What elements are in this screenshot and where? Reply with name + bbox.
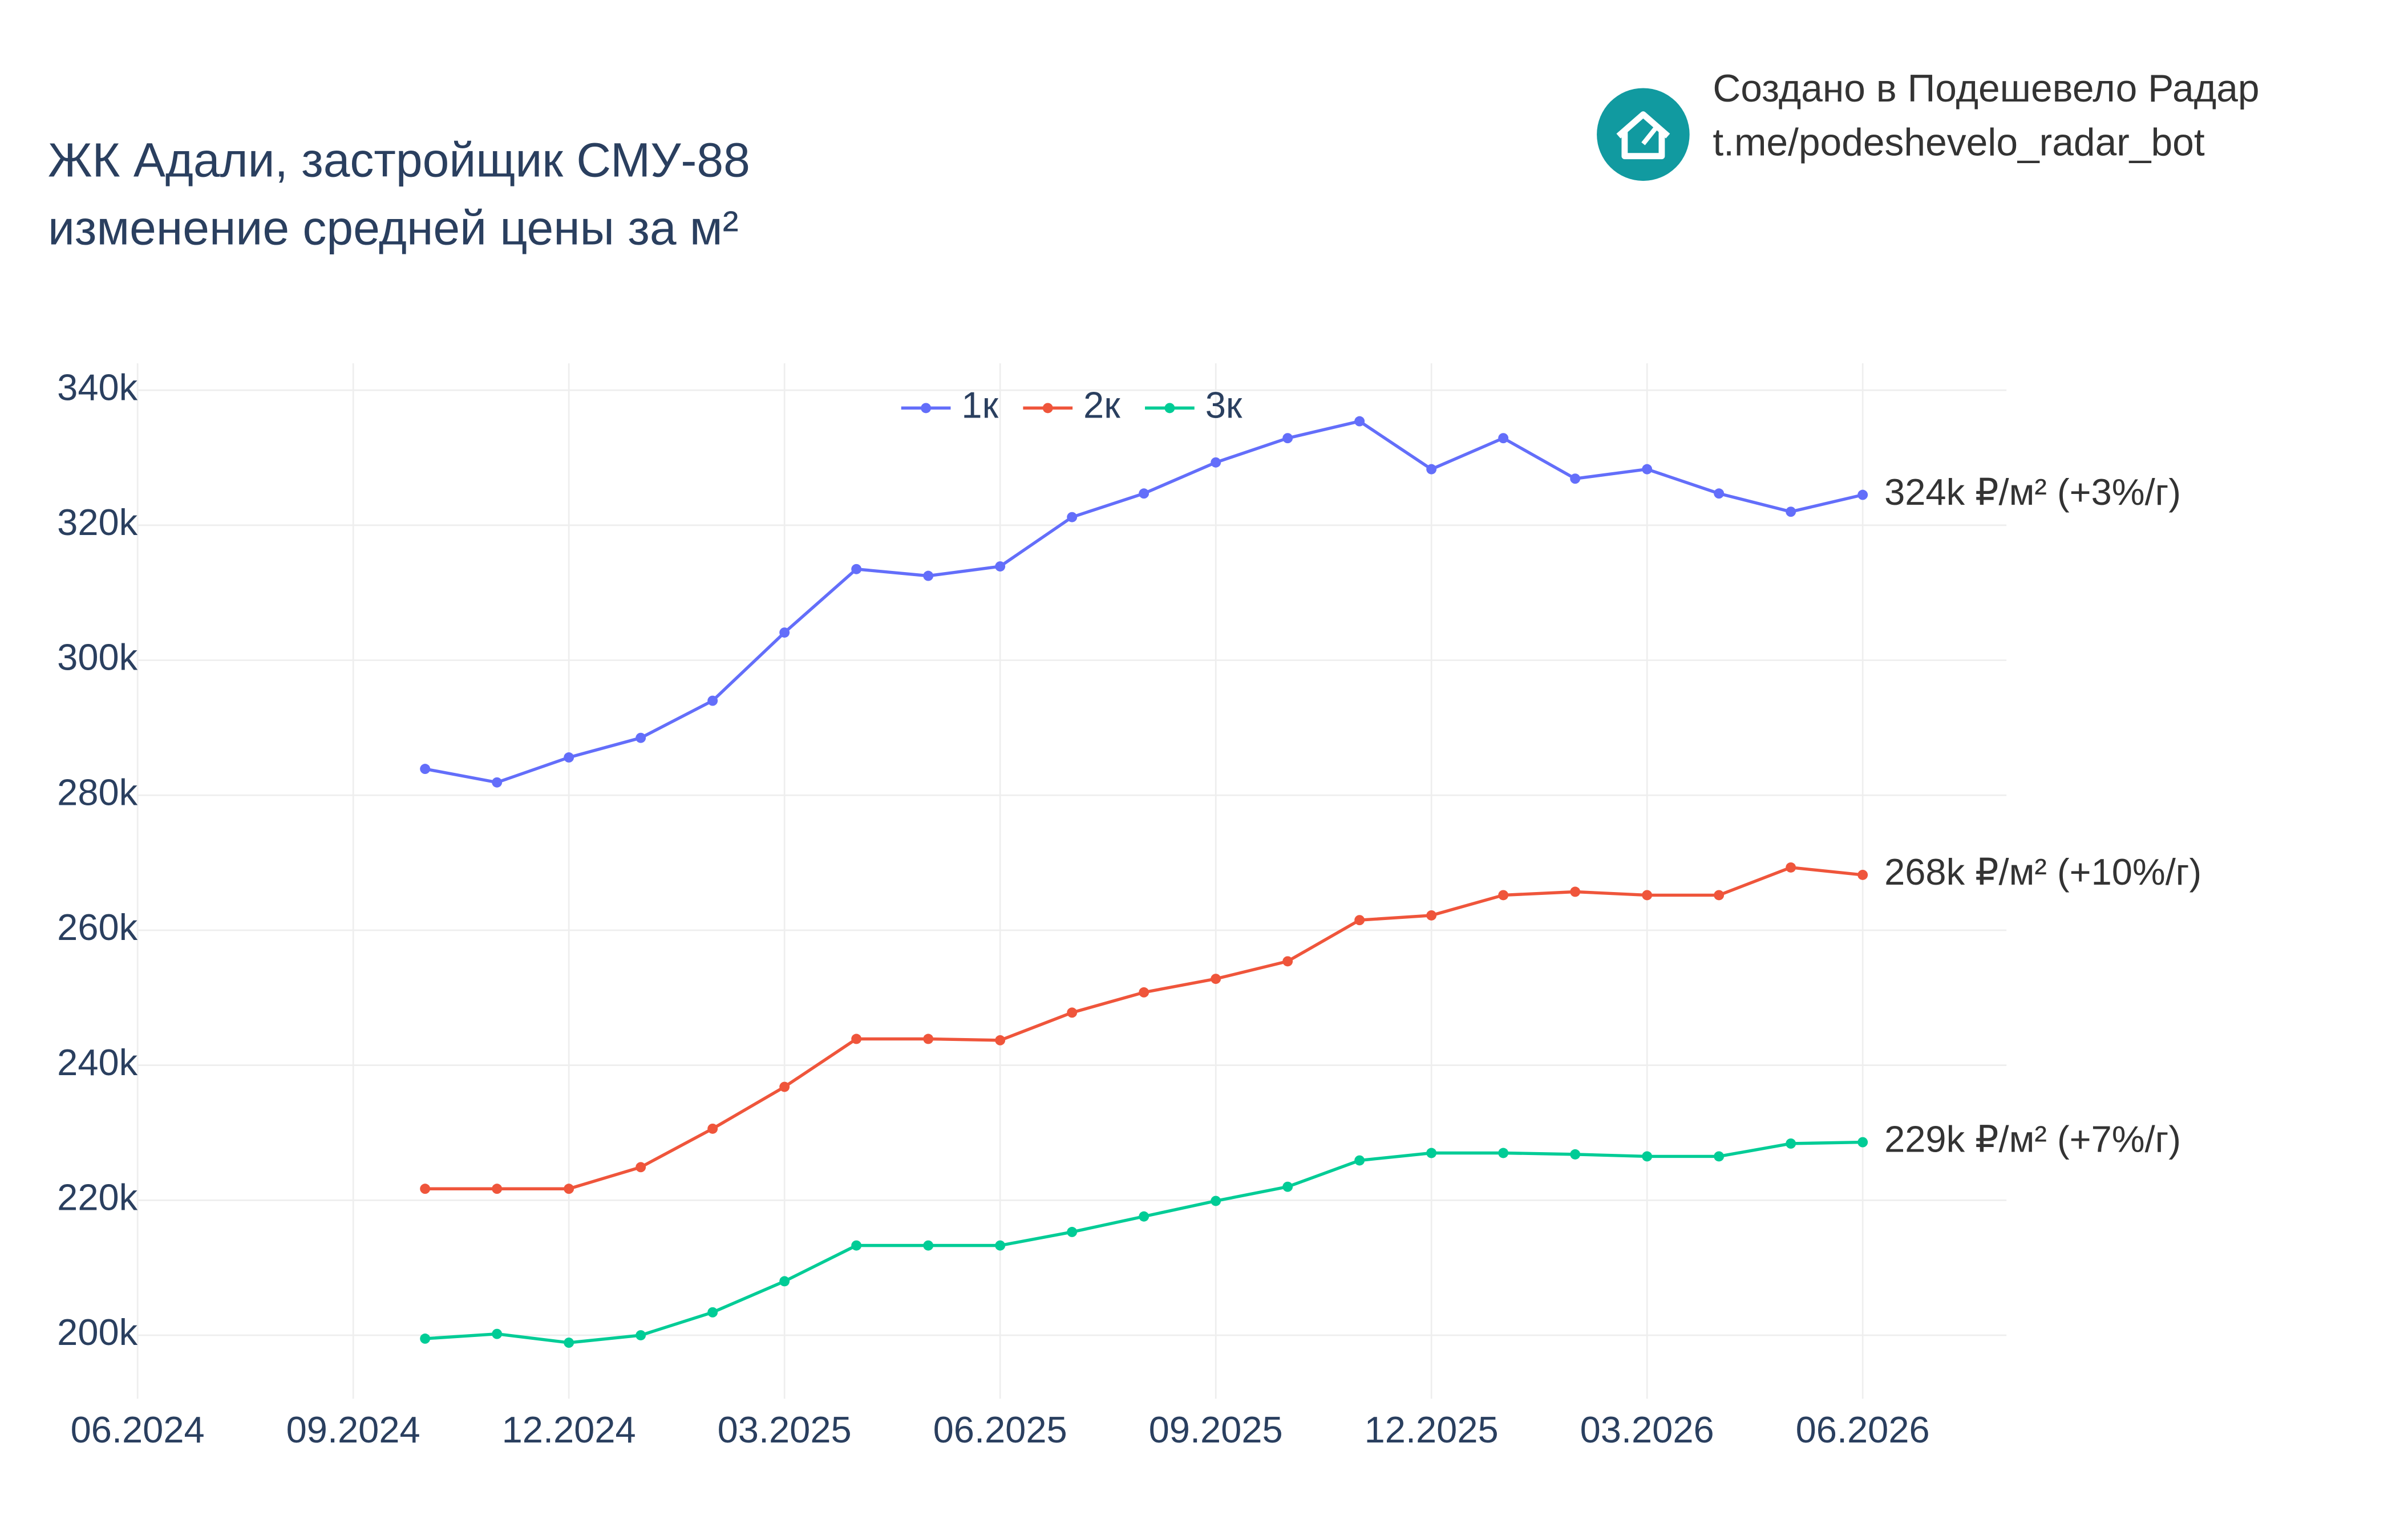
data-point — [1282, 956, 1293, 967]
x-tick-label: 06.2024 — [71, 1409, 205, 1450]
data-point — [851, 1240, 862, 1251]
chart-subtitle: изменение средней цены за м² — [48, 201, 739, 255]
data-point — [420, 1334, 431, 1344]
y-tick-label: 200k — [57, 1311, 137, 1353]
y-tick-label: 300k — [57, 637, 137, 678]
data-point — [1786, 1138, 1796, 1149]
data-point — [851, 1034, 862, 1044]
data-point — [492, 1328, 503, 1339]
data-point — [1857, 1137, 1868, 1148]
data-point — [851, 564, 862, 574]
data-point — [1139, 987, 1150, 998]
x-tick-label: 09.2025 — [1149, 1409, 1283, 1450]
x-tick-label: 09.2024 — [286, 1409, 420, 1450]
data-point — [779, 627, 790, 638]
data-point — [1211, 974, 1221, 984]
x-tick-label: 12.2025 — [1365, 1409, 1499, 1450]
legend-label: 2к — [1083, 384, 1120, 426]
credit-line: t.me/podeshevelo_radar_bot — [1713, 121, 2205, 164]
y-tick-label: 260k — [57, 906, 137, 948]
data-point — [636, 1162, 646, 1173]
data-point — [1211, 1195, 1221, 1206]
x-tick-label: 03.2025 — [718, 1409, 852, 1450]
data-point — [564, 752, 574, 763]
data-point — [1714, 488, 1725, 499]
data-point — [707, 1123, 718, 1134]
legend-marker — [1042, 403, 1053, 414]
y-tick-label: 320k — [57, 501, 137, 543]
x-tick-label: 06.2025 — [933, 1409, 1067, 1450]
data-point — [1426, 1148, 1437, 1158]
data-point — [564, 1184, 574, 1194]
y-tick-label: 220k — [57, 1177, 137, 1218]
data-point — [995, 1240, 1006, 1251]
data-point — [1067, 1227, 1078, 1237]
data-point — [564, 1338, 574, 1348]
data-point — [636, 732, 646, 743]
data-point — [923, 570, 934, 581]
data-point — [1714, 890, 1725, 901]
data-point — [1642, 464, 1653, 475]
data-point — [1426, 910, 1437, 921]
data-point — [1642, 1151, 1653, 1162]
data-point — [1282, 1181, 1293, 1192]
legend-marker — [1164, 403, 1175, 414]
logo — [1597, 88, 1690, 181]
chart-title: ЖК Адали, застройщик СМУ-88 — [48, 133, 750, 187]
data-point — [1498, 1148, 1509, 1158]
legend-label: 3к — [1205, 384, 1242, 426]
y-tick-label: 340k — [57, 366, 137, 408]
data-point — [1570, 886, 1581, 897]
data-point — [779, 1081, 790, 1092]
data-point — [707, 695, 718, 706]
data-point — [1139, 1211, 1150, 1222]
data-point — [420, 1184, 431, 1194]
end-label: 268k ₽/м² (+10%/г) — [1884, 851, 2201, 893]
data-point — [1786, 862, 1796, 873]
data-point — [923, 1240, 934, 1251]
legend-label: 1к — [961, 384, 998, 426]
data-point — [1857, 489, 1868, 500]
y-tick-label: 240k — [57, 1041, 137, 1083]
data-point — [779, 1276, 790, 1287]
data-point — [1354, 1155, 1365, 1166]
data-point — [707, 1307, 718, 1318]
x-tick-label: 03.2026 — [1580, 1409, 1714, 1450]
x-tick-label: 12.2024 — [502, 1409, 636, 1450]
end-label: 229k ₽/м² (+7%/г) — [1884, 1118, 2181, 1160]
data-point — [1786, 506, 1796, 517]
data-point — [995, 561, 1006, 572]
end-label: 324k ₽/м² (+3%/г) — [1884, 471, 2181, 513]
data-point — [1714, 1151, 1725, 1162]
data-point — [1570, 473, 1581, 484]
data-point — [420, 764, 431, 775]
data-point — [1426, 464, 1437, 475]
x-tick-label: 06.2026 — [1796, 1409, 1930, 1450]
y-tick-label: 280k — [57, 771, 137, 813]
credit-line: Создано в Подешевело Радар — [1713, 67, 2259, 110]
data-point — [1570, 1149, 1581, 1160]
data-point — [1354, 915, 1365, 926]
data-point — [636, 1330, 646, 1340]
data-point — [1642, 890, 1653, 901]
data-point — [1498, 890, 1509, 901]
data-point — [1857, 869, 1868, 880]
data-point — [1498, 433, 1509, 444]
data-point — [492, 1184, 503, 1194]
data-point — [995, 1035, 1006, 1045]
data-point — [1211, 457, 1221, 468]
data-point — [1354, 416, 1365, 427]
data-point — [1282, 433, 1293, 444]
data-point — [923, 1034, 934, 1044]
data-point — [1067, 1007, 1078, 1018]
data-point — [1067, 512, 1078, 522]
data-point — [492, 777, 503, 788]
data-point — [1139, 488, 1150, 499]
legend-marker — [921, 403, 932, 414]
